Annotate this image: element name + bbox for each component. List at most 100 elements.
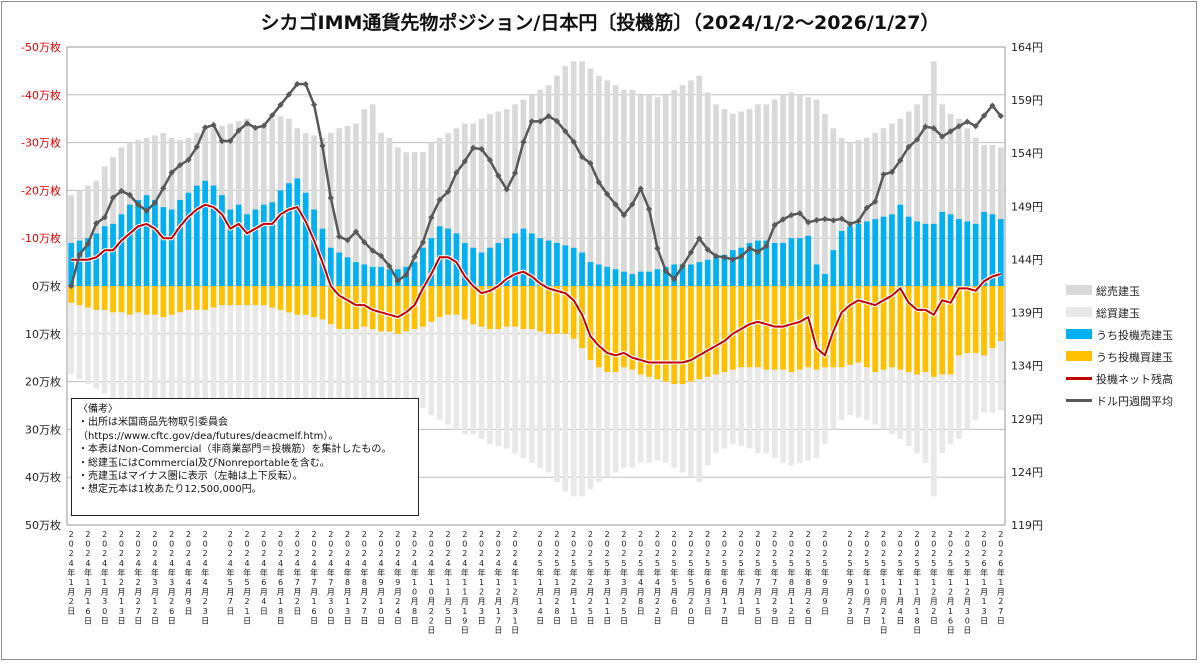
spec-long-bar [244,286,250,306]
spec-short-bar [336,252,343,286]
spec-long-bar [813,286,820,370]
usdjpy-point [319,142,326,149]
total-short-bar [612,85,619,287]
spec-short-bar [922,223,929,286]
spec-long-bar [805,286,812,368]
spec-long-bar [436,286,443,318]
spec-short-bar [528,233,535,286]
spec-long-bar [386,286,393,332]
spec-long-bar [612,286,619,373]
spec-long-bar [110,286,116,313]
spec-short-bar [487,247,493,286]
usdjpy-point [344,237,351,244]
spec-long-bar [445,286,451,315]
total-short-bar [780,94,786,286]
total-long-bar [369,286,376,454]
spec-short-bar [118,214,125,286]
spec-short-bar [386,269,393,286]
usdjpy-point [227,137,234,145]
right-tick-label: 159円 [1011,94,1043,107]
spec-short-bar [160,207,167,286]
total-short-bar [964,128,971,286]
spec-short-bar [914,221,920,286]
spec-short-bar [185,192,192,286]
total-long-bar [202,286,209,425]
right-tick-label: 139円 [1011,307,1043,320]
total-short-bar [930,61,937,287]
total-short-bar [805,97,812,286]
spec-long-bar [344,286,351,330]
spec-short-bar [838,231,845,286]
spec-short-bar [956,219,962,286]
total-long-bar [595,286,602,482]
spec-long-bar [126,286,133,315]
spec-long-bar [696,286,703,380]
spec-short-bar [612,269,619,286]
total-short-bar [110,156,116,286]
spec-short-bar [813,264,820,286]
spec-short-bar [989,214,996,286]
spec-short-bar [244,214,250,286]
total-short-bar [838,137,845,286]
spec-short-bar [545,240,552,286]
spec-long-bar [562,286,569,334]
spec-short-bar [738,247,745,286]
total-short-bar [495,111,502,286]
spec-long-bar [629,286,636,370]
total-short-bar [369,104,376,286]
total-short-bar [378,133,384,286]
total-short-bar [420,152,426,286]
total-short-bar [453,128,460,286]
total-short-bar [688,80,694,287]
spec-short-bar [646,271,652,286]
total-long-bar [227,286,234,432]
left-tick-label: -50万枚 [21,40,61,54]
spec-long-bar [956,286,962,356]
spec-short-bar [905,216,912,286]
left-tick-label: 50万枚 [25,518,61,532]
total-short-bar [227,123,234,286]
total-short-bar [470,123,477,286]
spec-long-bar [319,286,326,320]
spec-short-bar [671,264,678,286]
spec-short-bar [520,228,527,286]
total-short-bar [403,152,410,286]
total-short-bar [554,75,560,287]
spec-short-bar [897,204,904,286]
spec-long-bar [679,286,686,384]
spec-short-bar [872,219,879,286]
left-tick-label: 30万枚 [25,422,61,436]
total-short-bar [646,94,652,286]
spec-long-bar [503,286,510,327]
total-long-bar [587,286,594,490]
spec-long-bar [403,286,410,332]
total-short-bar [796,94,803,286]
usdjpy-point [654,245,661,252]
total-short-bar [461,123,468,286]
spec-short-bar [202,180,209,286]
total-long-bar [193,286,200,423]
spec-long-bar [135,286,142,313]
usdjpy-point [386,263,393,270]
spec-long-bar [353,286,359,330]
spec-long-bar [604,286,611,373]
total-long-bar [403,286,410,408]
spec-short-bar [353,262,359,286]
spec-short-bar [637,271,644,286]
spec-long-bar [168,286,175,315]
note-line: ・総建玉にはCommercial及びNonreportableを含む。 [78,457,330,469]
total-long-bar [487,286,493,444]
spec-long-bar [662,286,669,382]
